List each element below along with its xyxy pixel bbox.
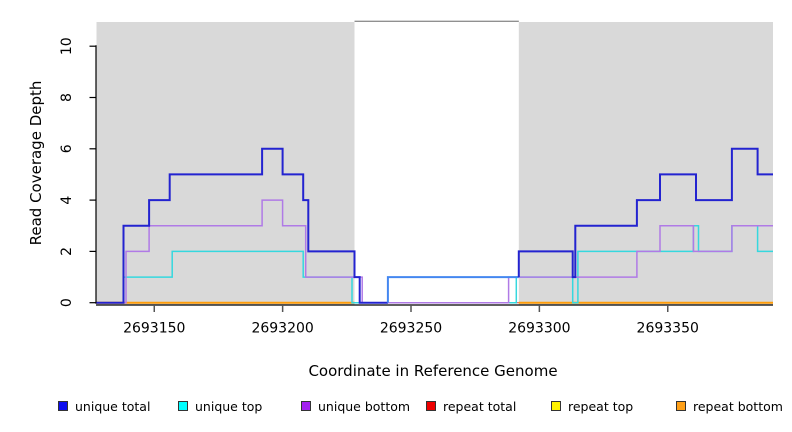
- y-tick-label: 6: [59, 144, 75, 153]
- legend-label-unique-total: unique total: [75, 398, 151, 414]
- legend-swatch-unique-total: [58, 401, 68, 411]
- series-unique-bottom: [96, 199, 773, 304]
- y-axis-title: Read Coverage Depth: [27, 80, 45, 246]
- x-tick-label: 2693150: [123, 321, 185, 337]
- legend-swatch-repeat-bottom: [676, 401, 686, 411]
- x-tick-label: 2693200: [251, 321, 313, 337]
- legend-label-repeat-top: repeat top: [568, 398, 634, 414]
- legend-label-repeat-bottom: repeat bottom: [693, 398, 783, 414]
- region-unique-left: [96, 22, 355, 305]
- legend-swatch-repeat-top: [551, 401, 561, 411]
- x-tick-label: 2693300: [508, 321, 570, 337]
- series-unique-total: [386, 276, 519, 303]
- legend-item-repeat-total: repeat total: [426, 398, 517, 414]
- region-gap: [354, 22, 519, 305]
- y-tick-label: 0: [59, 298, 75, 307]
- series-unique-total: [96, 147, 388, 304]
- legend-label-unique-bottom: unique bottom: [318, 398, 411, 414]
- legend-label-unique-top: unique top: [195, 398, 263, 414]
- legend-item-unique-top: unique top: [178, 398, 263, 414]
- y-tick-label: 10: [59, 37, 75, 55]
- series-unique-total: [517, 147, 773, 279]
- x-tick-label: 2693250: [380, 321, 442, 337]
- y-tick-label: 2: [59, 247, 75, 256]
- y-tick-label: 4: [59, 196, 75, 205]
- x-tick-label: 2693350: [637, 321, 699, 337]
- legend-swatch-repeat-total: [426, 401, 436, 411]
- x-axis-title: Coordinate in Reference Genome: [308, 362, 558, 380]
- y-tick-label: 8: [59, 93, 75, 102]
- legend-item-unique-bottom: unique bottom: [301, 398, 411, 414]
- legend-item-repeat-bottom: repeat bottom: [676, 398, 783, 414]
- legend-swatch-unique-top: [178, 401, 188, 411]
- legend-label-repeat-total: repeat total: [443, 398, 517, 414]
- region-unique-right: [518, 22, 773, 305]
- legend-item-unique-total: unique total: [58, 398, 151, 414]
- legend-item-repeat-top: repeat top: [551, 398, 634, 414]
- legend-swatch-unique-bottom: [301, 401, 311, 411]
